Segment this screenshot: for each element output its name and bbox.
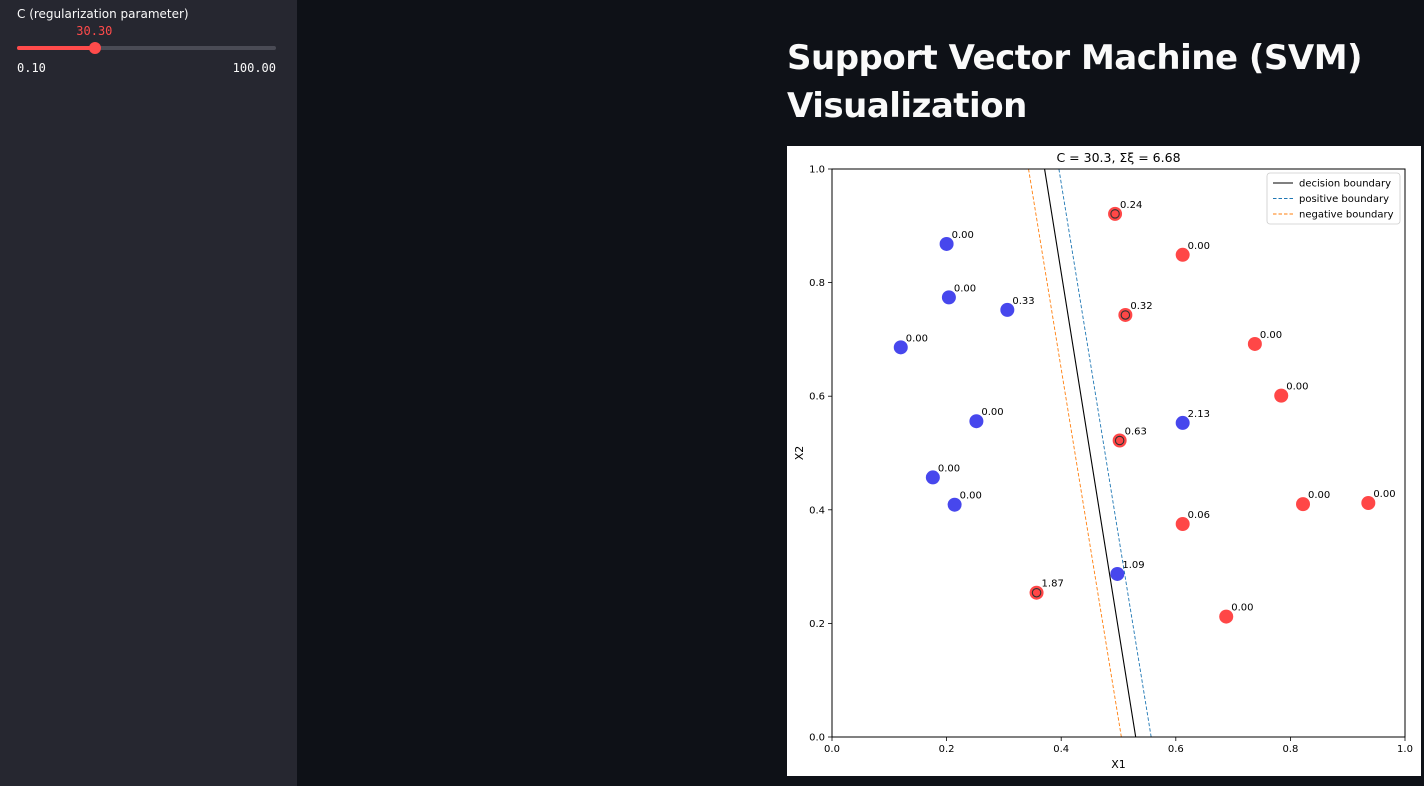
slack-label: 0.00 [954,283,976,294]
y-tick-label: 0.0 [809,733,825,744]
slack-label: 0.00 [906,333,928,344]
slack-label: 0.06 [1188,510,1210,521]
c-slider-thumb[interactable] [89,42,102,54]
slack-label: 0.00 [952,230,974,241]
y-tick-label: 0.8 [809,278,825,289]
support-vector-marker [1120,310,1131,320]
y-tick-label: 0.6 [809,392,825,403]
data-point [1000,302,1015,317]
data-point [947,497,962,512]
slack-label: 0.00 [1231,603,1253,614]
data-point [1029,585,1044,600]
data-point [1274,388,1289,403]
x-tick-label: 0.4 [1053,744,1069,755]
slack-label: 0.24 [1120,200,1142,211]
slack-label: 0.63 [1125,427,1147,438]
negative-boundary-line [1028,169,1122,737]
svm-chart: C = 30.3, Σξ = 6.68 0.0 0.2 0.4 0.6 0.8 1.0 0.… [787,146,1421,776]
data-point [925,470,940,485]
legend-entry: decision boundary [1299,179,1391,190]
y-tick-label: 0.4 [809,505,825,516]
x-tick-label: 0.0 [824,744,840,755]
data-point [1108,206,1123,221]
x-tick-label: 0.6 [1168,744,1184,755]
boundary-lines [1028,169,1152,737]
slack-label: 2.13 [1188,409,1210,420]
y-tick-label: 0.2 [809,619,825,630]
page-title: Support Vector Machine (SVM) Visualizati… [787,38,1363,126]
data-point [893,340,908,355]
slider-value: 30.30 [76,24,113,38]
slack-label: 0.00 [1373,489,1395,500]
data-point [1175,247,1190,262]
data-point [939,236,954,251]
decision-boundary-line [1044,169,1137,737]
x-tick-label: 1.0 [1397,744,1413,755]
slack-label: 0.00 [1260,330,1282,341]
slack-label: 0.00 [1286,382,1308,393]
data-point [1219,609,1234,624]
support-vector-marker [1114,435,1125,446]
legend-entry: negative boundary [1299,210,1394,221]
chart-title: C = 30.3, Σξ = 6.68 [1056,150,1180,165]
positive-boundary-line [1058,169,1152,737]
data-point [1247,336,1262,351]
data-point [1175,517,1190,531]
data-point [941,290,956,305]
data-point [1112,433,1127,448]
slack-label: 0.00 [1188,241,1210,252]
data-point [1296,497,1311,512]
c-slider-track[interactable] [17,42,276,54]
support-vector-marker [1031,587,1042,598]
plot-frame [831,168,1406,738]
slider-min-label: 0.10 [17,61,46,75]
y-axis-label: X2 [793,446,806,461]
sidebar: C (regularization parameter) 30.30 0.10 … [0,0,297,786]
x-tick-label: 0.8 [1282,744,1298,755]
slack-label: 0.00 [960,491,982,502]
c-slider-fill [17,46,96,50]
legend-entry: positive boundary [1299,194,1389,205]
slack-label: 0.00 [1308,490,1330,501]
slack-label: 0.00 [981,407,1003,418]
y-tick-label: 1.0 [809,165,825,176]
data-point [969,414,984,429]
slider-max-label: 100.00 [232,61,276,75]
slack-label: 0.00 [938,463,960,474]
slack-label: 1.87 [1042,579,1064,590]
data-point [1361,495,1376,510]
data-point [1118,307,1133,322]
slack-label: 0.32 [1130,301,1152,312]
x-tick-label: 0.2 [939,744,955,755]
x-axis-label: X1 [1111,758,1126,771]
support-vector-marker [1110,209,1120,219]
legend-box [1266,172,1401,225]
slider-label: C (regularization parameter) [17,7,189,21]
slack-label: 1.09 [1122,560,1144,571]
slack-label: 0.33 [1012,296,1034,307]
data-point [1110,566,1125,581]
svm-chart-svg: C = 30.3, Σξ = 6.68 0.0 0.2 0.4 0.6 0.8 1.0 0.… [793,150,1413,771]
data-point [1175,415,1190,430]
